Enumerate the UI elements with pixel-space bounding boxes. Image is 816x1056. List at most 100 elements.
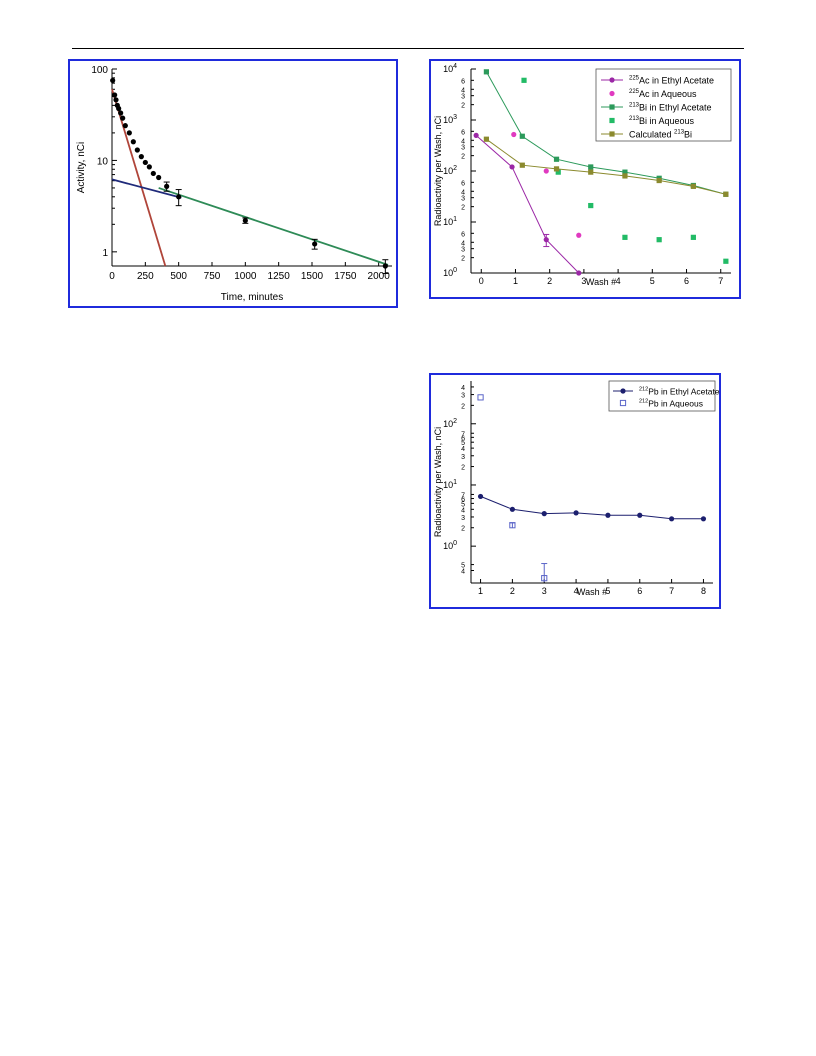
data-point [509, 506, 515, 512]
data-point [138, 154, 144, 160]
y-minor-tick-label: 5 [461, 501, 465, 508]
x-tick-label: 1000 [234, 271, 257, 282]
y-minor-tick-label: 7 [461, 431, 465, 438]
y-minor-tick-label: 6 [461, 497, 465, 504]
data-point [573, 510, 579, 516]
legend-label: Calculated 213Bi [629, 130, 692, 140]
data-point [541, 575, 548, 582]
y-tick-label: 100 [443, 267, 457, 278]
x-tick-label: 250 [137, 271, 154, 282]
x-tick-label: 5 [650, 276, 655, 286]
pb-wash-chart-panel: 1 2 3 4 5 6 7 8 100 101 102 4 5 2 3 4 5 6 7 2 3 4 5 6 7 2 3 4 Wash #… [429, 373, 721, 609]
y-axis-label: Activity, nCi [76, 142, 87, 194]
data-point [477, 493, 484, 500]
data-point [164, 183, 170, 189]
x-tick-label: 3 [542, 586, 547, 596]
x-tick-label: 1 [478, 586, 483, 596]
fit-line [158, 187, 389, 266]
x-tick-label: 6 [637, 586, 642, 596]
y-minor-tick-label: 5 [461, 440, 465, 447]
legend-label: 225Ac in Ethyl Acetate [629, 76, 714, 86]
x-tick-label: 3 [581, 276, 586, 286]
data-point [588, 164, 594, 170]
y-minor-tick-label: 3 [461, 196, 465, 203]
x-tick-label: 1750 [334, 271, 357, 282]
legend-marker [620, 388, 626, 394]
data-point [656, 237, 662, 243]
legend-label: 212Pb in Ethyl Acetate [639, 387, 720, 397]
legend-label: 213Bi in Ethyl Acetate [629, 103, 712, 113]
x-tick-label: 500 [170, 271, 187, 282]
y-tick-label: 102 [443, 165, 457, 176]
data-point [110, 77, 116, 84]
data-point [576, 270, 582, 276]
y-minor-tick-label: 3 [461, 94, 465, 101]
data-point [509, 522, 516, 529]
data-point [146, 164, 152, 170]
y-minor-tick-label: 4 [461, 189, 465, 196]
legend-marker [609, 90, 615, 97]
y-minor-tick-label: 6 [461, 129, 465, 136]
y-minor-tick-label: 6 [461, 435, 465, 442]
data-point [511, 131, 517, 138]
legend-marker [609, 104, 615, 110]
activity-time-chart: 0 250 500 750 1000 1250 1500 1750 2000 1 10 100 Time… [76, 65, 392, 303]
data-point [576, 232, 582, 238]
x-tick-label: 7 [669, 586, 674, 596]
x-tick-label: 4 [616, 276, 621, 286]
data-point [130, 139, 136, 145]
y-minor-tick-label: 2 [461, 256, 465, 263]
data-point [382, 263, 388, 269]
y-minor-tick-label: 4 [461, 385, 465, 392]
y-minor-tick-label: 3 [461, 145, 465, 152]
legend-marker [619, 399, 627, 407]
x-tick-label: 1250 [268, 271, 291, 282]
data-point [553, 156, 560, 162]
x-axis-label: Wash # [577, 587, 607, 597]
data-point [483, 69, 489, 75]
y-minor-tick-label: 4 [461, 240, 465, 247]
y-axis-label: Radioactivity per Wash, nCi [433, 116, 443, 226]
data-point [142, 159, 148, 166]
y-minor-tick-label: 2 [461, 103, 465, 110]
y-tick-label: 101 [443, 479, 457, 490]
fit-line [111, 178, 182, 199]
data-point [242, 217, 248, 224]
data-point [588, 202, 594, 209]
y-minor-tick-label: 3 [461, 454, 465, 461]
y-minor-tick-label: 2 [461, 465, 465, 472]
x-tick-label: 2 [547, 276, 552, 286]
x-tick-label: 6 [684, 276, 689, 286]
data-point [690, 234, 696, 240]
legend-box [595, 68, 732, 142]
data-point [622, 234, 628, 240]
legend-marker [609, 131, 615, 137]
data-point [605, 512, 611, 518]
y-tick-label: 103 [443, 114, 457, 125]
y-minor-tick-label: 4 [461, 507, 465, 514]
y-minor-tick-label: 4 [461, 569, 465, 576]
series-line [485, 71, 727, 195]
y-tick-label: 10 [97, 156, 109, 167]
x-tick-label: 1500 [301, 271, 324, 282]
x-tick-label: 4 [574, 586, 579, 596]
data-point [656, 177, 662, 184]
data-point [723, 191, 729, 197]
legend-label: 225Ac in Aqueous [629, 89, 697, 99]
y-tick-label: 104 [443, 63, 457, 74]
data-point [122, 123, 128, 129]
data-point [700, 516, 707, 522]
data-point [150, 170, 156, 177]
series-line [475, 135, 580, 274]
legend-marker [609, 117, 615, 124]
y-minor-tick-label: 4 [461, 87, 465, 94]
data-point [312, 241, 318, 247]
x-tick-label: 5 [605, 586, 610, 596]
data-point [509, 164, 515, 170]
series-line [486, 138, 727, 195]
legend-box [608, 380, 716, 412]
data-point [116, 105, 122, 112]
series-line [480, 495, 704, 520]
y-tick-label: 102 [443, 418, 457, 429]
data-point [637, 512, 643, 518]
